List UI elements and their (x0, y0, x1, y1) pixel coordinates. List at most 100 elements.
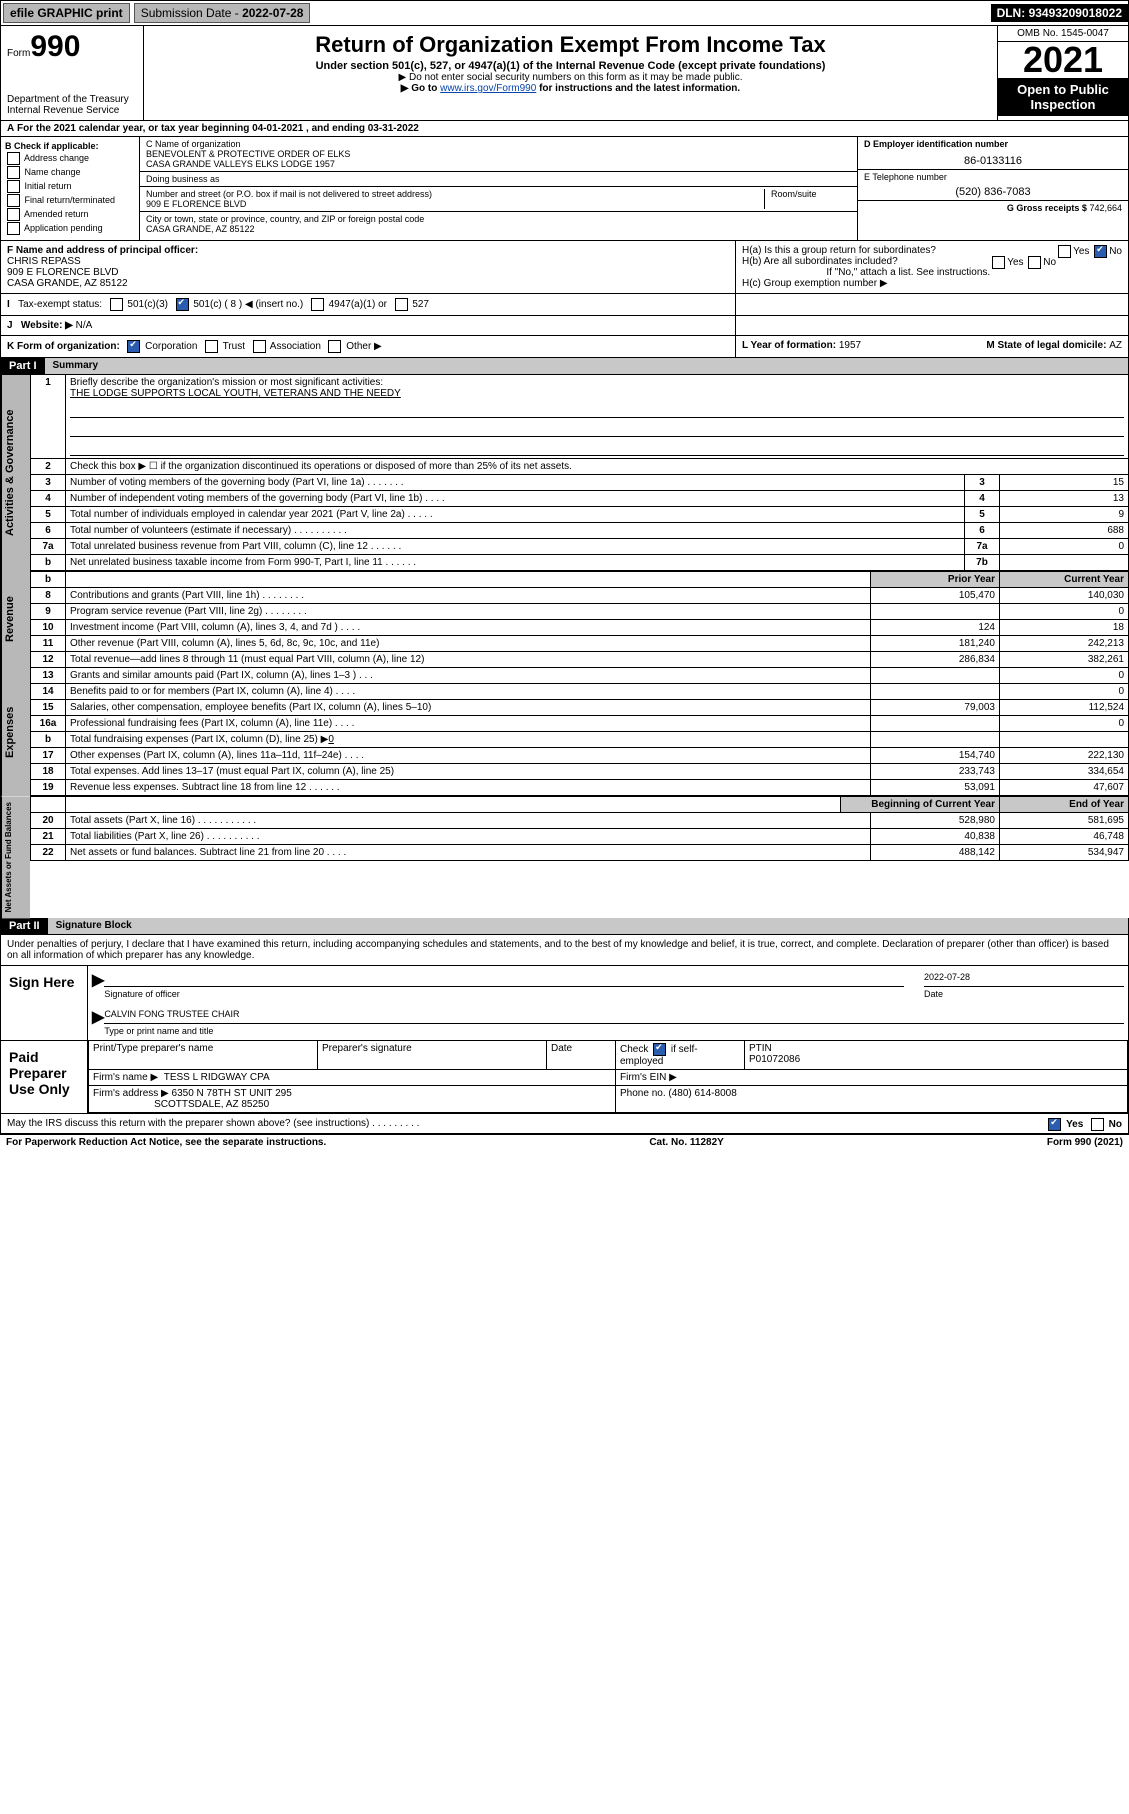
street-address: 909 E FLORENCE BLVD (146, 199, 246, 209)
city-state-zip: CASA GRANDE, AZ 85122 (146, 224, 255, 234)
table-row: 15Salaries, other compensation, employee… (31, 700, 1129, 716)
chk-name-change[interactable]: Name change (5, 166, 135, 179)
table-row: 8Contributions and grants (Part VIII, li… (31, 588, 1129, 604)
part1-title: Summary (45, 358, 1128, 374)
table-row: 16aProfessional fundraising fees (Part I… (31, 716, 1129, 732)
section-d-e-g: D Employer identification number86-01331… (857, 137, 1128, 240)
city-label: City or town, state or province, country… (146, 214, 424, 224)
table-row: 19Revenue less expenses. Subtract line 1… (31, 780, 1129, 796)
part2-header: Part II (1, 918, 48, 934)
perjury-declaration: Under penalties of perjury, I declare th… (0, 935, 1129, 966)
table-row: 3Number of voting members of the governi… (31, 475, 1129, 491)
paid-preparer-block: Paid Preparer Use Only Print/Type prepar… (0, 1041, 1129, 1114)
501c-check[interactable] (176, 298, 189, 311)
chk-address-change[interactable]: Address change (5, 152, 135, 165)
table-row: 13Grants and similar amounts paid (Part … (31, 668, 1129, 684)
table-row: 5Total number of individuals employed in… (31, 507, 1129, 523)
gross-receipts-label: G Gross receipts $ (1007, 203, 1087, 213)
state-domicile: AZ (1109, 340, 1122, 351)
identity-block: B Check if applicable: Address change Na… (0, 137, 1129, 241)
current-year-hdr: Current Year (1000, 572, 1129, 588)
website-value: N/A (76, 320, 93, 331)
irs-label: Internal Revenue Service (7, 105, 137, 116)
subtitle-3: ▶ Go to www.irs.gov/Form990 for instruct… (148, 83, 993, 94)
chk-initial-return[interactable]: Initial return (5, 180, 135, 193)
corp-check[interactable] (127, 340, 140, 353)
footer: For Paperwork Reduction Act Notice, see … (0, 1134, 1129, 1150)
return-title: Return of Organization Exempt From Incom… (148, 32, 993, 58)
form-number: 990 (30, 30, 80, 63)
table-row: 11Other revenue (Part VIII, column (A), … (31, 636, 1129, 652)
section-j: J Website: ▶ N/A (0, 316, 1129, 336)
dln: DLN: 93493209018022 (991, 4, 1128, 22)
firm-name: TESS L RIDGWAY CPA (164, 1072, 270, 1083)
officer-name: CHRIS REPASS (7, 256, 81, 267)
vtab-revenue: Revenue (1, 571, 30, 668)
section-i: I Tax-exempt status: 501(c)(3) 501(c) ( … (0, 294, 1129, 316)
discuss-yes-check[interactable] (1048, 1118, 1061, 1131)
table-row: 7aTotal unrelated business revenue from … (31, 539, 1129, 555)
self-employed-check[interactable] (653, 1043, 666, 1056)
firm-addr2: SCOTTSDALE, AZ 85250 (154, 1099, 269, 1110)
mission-text: THE LODGE SUPPORTS LOCAL YOUTH, VETERANS… (70, 388, 401, 399)
part1-header: Part I (1, 358, 45, 374)
topbar: efile GRAPHIC print Submission Date - 20… (0, 0, 1129, 26)
table-row: 4Number of independent voting members of… (31, 491, 1129, 507)
irs-link[interactable]: www.irs.gov/Form990 (440, 83, 536, 94)
table-row: 6Total number of volunteers (estimate if… (31, 523, 1129, 539)
table-row: bNet unrelated business taxable income f… (31, 555, 1129, 571)
paid-preparer-label: Paid Preparer Use Only (1, 1041, 88, 1113)
table-row: 21Total liabilities (Part X, line 26) . … (31, 829, 1129, 845)
table-row: bTotal fundraising expenses (Part IX, co… (31, 732, 1129, 748)
ha-label: H(a) Is this a group return for subordin… (742, 245, 936, 256)
begin-year-hdr: Beginning of Current Year (841, 797, 1000, 813)
hb-label: H(b) Are all subordinates included? (742, 256, 898, 267)
phone-label: E Telephone number (864, 172, 947, 182)
section-c: C Name of organizationBENEVOLENT & PROTE… (140, 137, 857, 240)
year-formation: 1957 (839, 340, 861, 351)
chk-application-pending[interactable]: Application pending (5, 222, 135, 235)
line2-text: Check this box ▶ ☐ if the organization d… (66, 459, 1129, 475)
subtitle-2: ▶ Do not enter social security numbers o… (148, 72, 993, 83)
chk-amended-return[interactable]: Amended return (5, 208, 135, 221)
efile-print-button[interactable]: efile GRAPHIC print (3, 3, 130, 23)
ein-label: D Employer identification number (864, 139, 1008, 149)
table-row: 20Total assets (Part X, line 16) . . . .… (31, 813, 1129, 829)
officer-addr1: 909 E FLORENCE BLVD (7, 267, 119, 278)
end-year-hdr: End of Year (1000, 797, 1129, 813)
form-label: Form (7, 48, 30, 59)
part2-title: Signature Block (48, 918, 1128, 934)
officer-addr2: CASA GRANDE, AZ 85122 (7, 278, 128, 289)
section-f-h: F Name and address of principal officer:… (0, 241, 1129, 294)
open-to-public: Open to Public Inspection (998, 78, 1128, 116)
table-row: 9Program service revenue (Part VIII, lin… (31, 604, 1129, 620)
chk-final-return[interactable]: Final return/terminated (5, 194, 135, 207)
table-row: 14Benefits paid to or for members (Part … (31, 684, 1129, 700)
section-k-l-m: K Form of organization: Corporation Trus… (0, 336, 1129, 358)
vtab-activities: Activities & Governance (1, 375, 30, 571)
tax-year: 2021 (998, 42, 1128, 78)
vtab-netassets: Net Assets or Fund Balances (1, 796, 30, 918)
addr-label: Number and street (or P.O. box if mail i… (146, 189, 432, 199)
sig-date: 2022-07-28 (924, 972, 1124, 987)
sign-here-block: Sign Here ▶Signature of officer 2022-07-… (0, 966, 1129, 1041)
submission-date: Submission Date - 2022-07-28 (134, 3, 311, 23)
section-b: B Check if applicable: Address change Na… (1, 137, 140, 240)
discuss-question: May the IRS discuss this return with the… (7, 1118, 419, 1129)
table-row: 18Total expenses. Add lines 13–17 (must … (31, 764, 1129, 780)
vtab-expenses: Expenses (1, 668, 30, 796)
ptin-value: P01072086 (749, 1054, 800, 1065)
ha-no-check[interactable] (1094, 245, 1107, 258)
officer-printed-name: CALVIN FONG TRUSTEE CHAIR (104, 1009, 1124, 1024)
sig-officer-label: Signature of officer (104, 989, 179, 999)
form-header: Form990 Department of the Treasury Inter… (0, 26, 1129, 121)
subtitle-1: Under section 501(c), 527, or 4947(a)(1)… (148, 60, 993, 72)
prior-year-hdr: Prior Year (871, 572, 1000, 588)
firm-addr1: 6350 N 78TH ST UNIT 295 (172, 1088, 292, 1099)
sign-here-label: Sign Here (1, 966, 88, 1040)
dba-label: Doing business as (146, 174, 220, 184)
room-suite: Room/suite (764, 189, 851, 209)
f-label: F Name and address of principal officer: (7, 245, 198, 256)
hb-note: If "No," attach a list. See instructions… (742, 267, 1122, 278)
line-a-period: A For the 2021 calendar year, or tax yea… (0, 121, 1129, 137)
